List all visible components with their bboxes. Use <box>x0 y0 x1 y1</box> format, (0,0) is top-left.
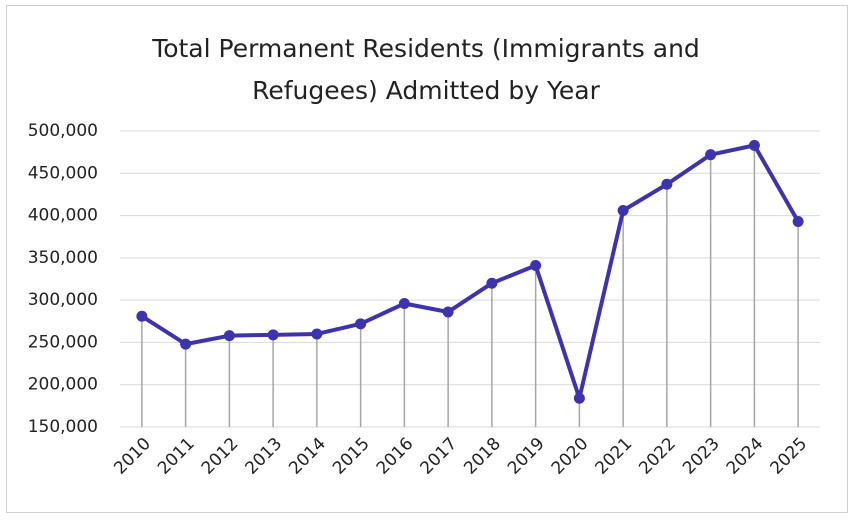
x-tick-label: 2017 <box>416 434 461 479</box>
data-point <box>617 204 629 216</box>
data-point <box>442 306 454 318</box>
x-tick-label: 2021 <box>591 434 636 479</box>
data-point <box>792 215 804 227</box>
x-tick-label: 2015 <box>329 434 374 479</box>
data-point <box>136 310 148 322</box>
x-tick-label: 2014 <box>285 434 330 479</box>
x-tick-label: 2019 <box>504 434 549 479</box>
data-point <box>267 329 279 341</box>
x-tick-label: 2012 <box>198 434 243 479</box>
data-point <box>486 277 498 289</box>
x-tick-label: 2025 <box>766 434 811 479</box>
x-tick-label: 2016 <box>373 434 418 479</box>
x-tick-label: 2022 <box>635 434 680 479</box>
data-point <box>311 328 323 340</box>
y-tick-label: 150,000 <box>28 417 98 437</box>
data-point <box>530 259 542 271</box>
x-tick-label: 2013 <box>241 434 286 479</box>
data-point <box>223 330 235 342</box>
chart-frame <box>6 5 848 513</box>
data-point <box>705 149 717 161</box>
y-tick-label: 500,000 <box>28 121 98 141</box>
x-tick-label: 2011 <box>154 434 199 479</box>
y-tick-label: 450,000 <box>28 163 98 183</box>
y-tick-label: 250,000 <box>28 332 98 352</box>
y-tick-label: 400,000 <box>28 206 98 226</box>
y-tick-label: 200,000 <box>28 375 98 395</box>
data-point <box>573 392 585 404</box>
y-tick-label: 350,000 <box>28 248 98 268</box>
y-tick-label: 300,000 <box>28 290 98 310</box>
chart-title: Total Permanent Residents (Immigrants an… <box>152 34 700 105</box>
data-point <box>748 139 760 151</box>
x-tick-label: 2020 <box>548 434 593 479</box>
data-point <box>180 338 192 350</box>
x-tick-label: 2018 <box>460 434 505 479</box>
x-tick-label: 2023 <box>679 434 724 479</box>
x-tick-label: 2010 <box>110 434 155 479</box>
data-point <box>661 178 673 190</box>
data-line <box>140 143 800 401</box>
x-tick-label: 2024 <box>723 434 768 479</box>
data-point <box>355 318 367 330</box>
data-point <box>398 298 410 310</box>
